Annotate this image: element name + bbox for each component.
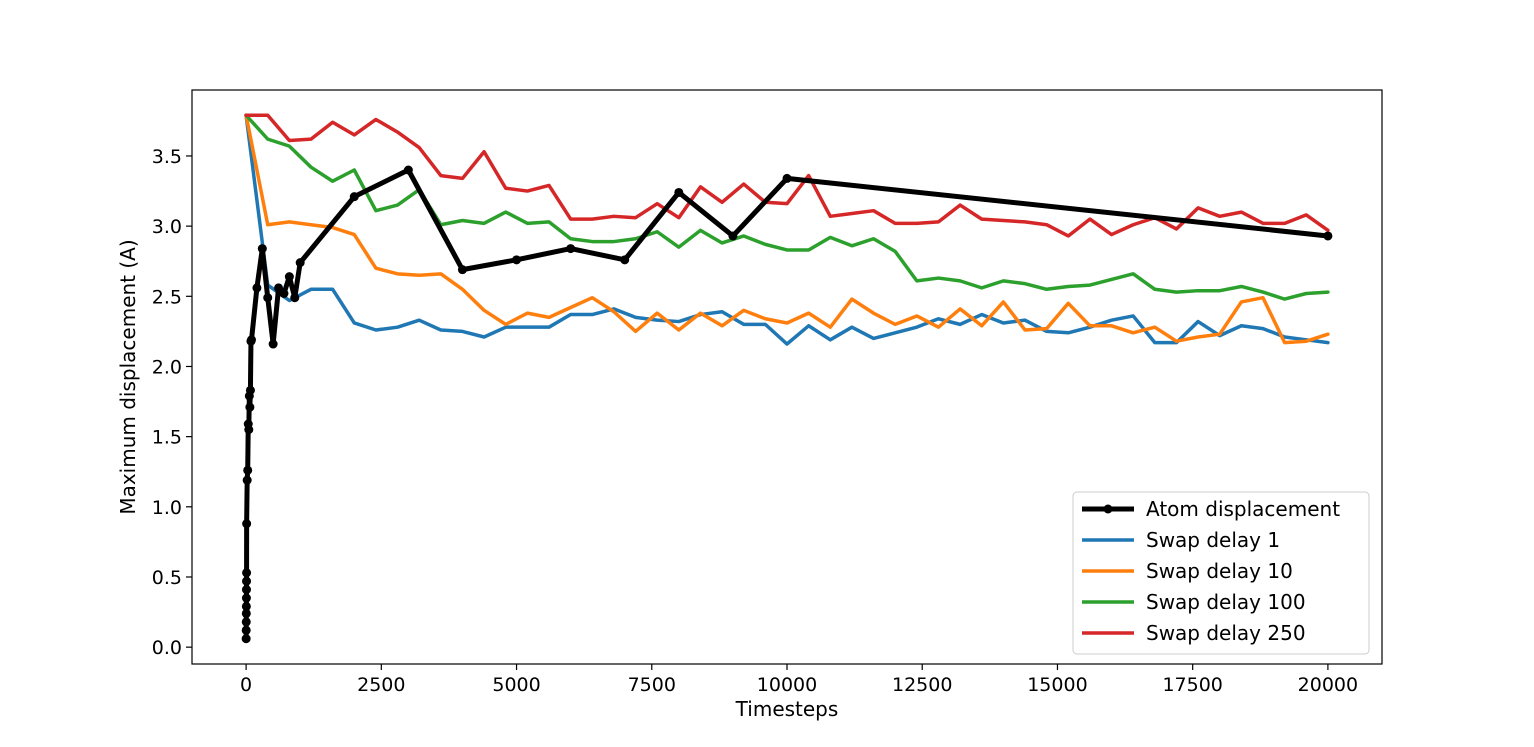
x-tick-label: 7500 bbox=[628, 674, 676, 696]
legend-swatch-atom-displacement bbox=[1082, 504, 1134, 514]
x-tick-label: 12500 bbox=[892, 674, 952, 696]
data-point-atom-displacement bbox=[295, 258, 305, 268]
data-point-atom-displacement bbox=[245, 385, 255, 395]
data-point-atom-displacement bbox=[247, 335, 256, 345]
y-tick-label: 0.5 bbox=[152, 567, 182, 589]
data-point-atom-displacement bbox=[620, 255, 630, 265]
legend-label-swap-delay-1: Swap delay 1 bbox=[1146, 528, 1280, 552]
data-point-atom-displacement bbox=[274, 283, 284, 293]
data-point-atom-displacement bbox=[268, 339, 278, 349]
data-point-atom-displacement bbox=[403, 165, 413, 175]
data-point-atom-displacement bbox=[241, 593, 251, 603]
y-tick-label: 1.5 bbox=[152, 427, 182, 449]
x-tick-label: 17500 bbox=[1162, 674, 1222, 696]
data-point-atom-displacement bbox=[290, 293, 300, 303]
plot-area bbox=[241, 113, 1333, 644]
data-point-atom-displacement bbox=[279, 288, 289, 298]
x-tick-label: 20000 bbox=[1298, 674, 1358, 696]
y-tick-label: 0.0 bbox=[152, 637, 182, 659]
legend-label-swap-delay-100: Swap delay 100 bbox=[1146, 590, 1306, 614]
x-axis-label: Timesteps bbox=[735, 697, 839, 721]
legend-label-swap-delay-10: Swap delay 10 bbox=[1146, 559, 1293, 583]
data-point-atom-displacement bbox=[349, 192, 359, 202]
data-point-atom-displacement bbox=[252, 283, 262, 293]
data-point-atom-displacement bbox=[1323, 231, 1333, 241]
x-tick-label: 10000 bbox=[757, 674, 817, 696]
series-line-swap-delay-250 bbox=[244, 113, 1330, 238]
data-point-atom-displacement bbox=[244, 425, 254, 435]
legend: Atom displacement Swap delay 1 Swap delay … bbox=[1072, 491, 1370, 655]
data-point-atom-displacement bbox=[566, 244, 576, 254]
data-point-atom-displacement bbox=[242, 475, 252, 485]
data-point-atom-displacement bbox=[512, 255, 522, 265]
data-point-atom-displacement bbox=[241, 617, 251, 627]
y-axis-label: Maximum displacement (A) bbox=[116, 239, 140, 514]
legend-box bbox=[1072, 491, 1370, 655]
data-point-atom-displacement bbox=[243, 465, 253, 475]
data-point-atom-displacement bbox=[257, 244, 267, 254]
data-point-atom-displacement bbox=[457, 265, 467, 275]
x-tick-label: 2500 bbox=[357, 674, 405, 696]
data-point-atom-displacement bbox=[674, 187, 684, 197]
data-point-atom-displacement bbox=[241, 601, 251, 611]
data-point-atom-displacement bbox=[241, 625, 251, 635]
data-point-atom-displacement bbox=[241, 608, 251, 618]
data-point-atom-displacement bbox=[242, 568, 252, 578]
series-line-swap-delay-1 bbox=[244, 113, 1330, 346]
y-tick-label: 2.5 bbox=[152, 286, 182, 308]
x-axis: 0 2500 5000 7500 10000 12500 15000 17500 20000 bbox=[240, 664, 1358, 696]
data-point-atom-displacement bbox=[241, 585, 251, 595]
data-point-atom-displacement bbox=[241, 634, 251, 644]
legend-label-atom-displacement: Atom displacement bbox=[1146, 497, 1340, 521]
legend-label-swap-delay-250: Swap delay 250 bbox=[1146, 621, 1306, 645]
series-line-swap-delay-10 bbox=[244, 113, 1330, 345]
x-tick-label: 5000 bbox=[492, 674, 540, 696]
x-tick-label: 15000 bbox=[1027, 674, 1087, 696]
y-tick-label: 2.0 bbox=[152, 356, 182, 378]
y-tick-label: 3.0 bbox=[152, 216, 182, 238]
data-point-atom-displacement bbox=[242, 576, 252, 586]
y-tick-label: 1.0 bbox=[152, 497, 182, 519]
data-point-atom-displacement bbox=[284, 272, 294, 282]
data-point-atom-displacement bbox=[782, 173, 792, 183]
x-tick-label: 0 bbox=[240, 674, 252, 696]
data-point-atom-displacement bbox=[263, 293, 273, 303]
y-axis: 0.0 0.5 1.0 1.5 2.0 2.5 3.0 3.5 bbox=[152, 146, 192, 659]
y-tick-label: 3.5 bbox=[152, 146, 182, 168]
data-point-atom-displacement bbox=[245, 402, 255, 412]
data-point-atom-displacement bbox=[728, 231, 738, 241]
data-point-atom-displacement bbox=[242, 519, 252, 529]
